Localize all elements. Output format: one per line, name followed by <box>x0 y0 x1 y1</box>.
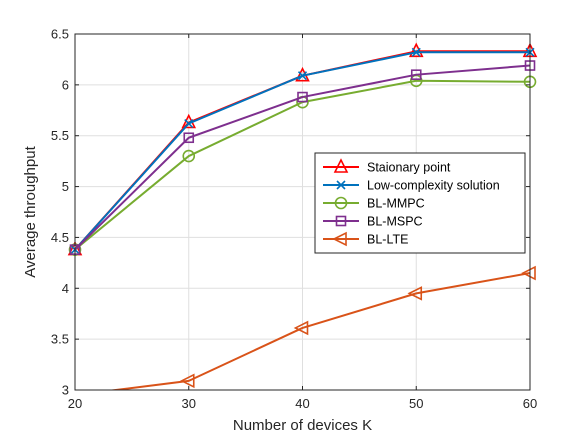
legend-marker <box>334 196 348 210</box>
x-axis-label: Number of devices K <box>233 417 372 434</box>
y-tick-label: 3.5 <box>51 332 69 347</box>
data-point <box>179 373 195 389</box>
legend-label: BL-LTE <box>367 233 408 247</box>
data-point <box>297 91 308 103</box>
legend-item: Low-complexity solution <box>323 179 500 193</box>
x-tick-label: 40 <box>295 396 309 411</box>
legend: Staionary point Low-complexity solution BL… <box>314 152 526 254</box>
axis-ticks: 20 30 40 50 60 3 3.5 4 4.5 5 5.5 6 6.5 <box>51 27 537 412</box>
y-tick-label: 5.5 <box>51 128 69 143</box>
y-tick-label: 5 <box>62 179 69 194</box>
legend-marker <box>336 180 346 190</box>
data-point <box>410 69 422 80</box>
legend-marker <box>333 158 349 173</box>
legend-item: BL-MMPC <box>323 197 425 211</box>
data-point <box>183 132 195 144</box>
legend-item: BL-LTE <box>323 231 408 247</box>
x-tick-label: 20 <box>68 396 82 411</box>
y-tick-label: 4 <box>62 281 69 296</box>
legend-item: BL-MSPC <box>323 215 423 229</box>
legend-item: Staionary point <box>323 158 451 175</box>
legend-marker <box>335 215 347 227</box>
y-axis-label: Average throughput <box>22 145 39 277</box>
legend-marker <box>332 231 347 247</box>
series-low-complexity-solution <box>70 47 535 255</box>
series-line <box>74 64 531 251</box>
series-bl-lte <box>107 265 536 390</box>
y-tick-label: 6.5 <box>51 27 69 42</box>
series-line <box>107 272 531 390</box>
x-tick-label: 50 <box>409 396 423 411</box>
data-point <box>184 118 194 129</box>
data-point <box>182 149 196 163</box>
legend-label: BL-MSPC <box>367 215 423 229</box>
data-point <box>407 286 423 301</box>
x-tick-label: 30 <box>182 396 196 411</box>
data-point <box>411 47 421 57</box>
data-point <box>521 265 536 281</box>
legend-label: Staionary point <box>367 161 451 175</box>
data-point <box>297 71 308 81</box>
y-tick-label: 4.5 <box>51 230 69 245</box>
data-point <box>293 320 309 336</box>
legend-label: Low-complexity solution <box>367 179 500 193</box>
x-tick-label: 60 <box>523 396 537 411</box>
y-tick-label: 3 <box>62 383 69 398</box>
y-tick-label: 6 <box>62 77 69 92</box>
legend-label: BL-MMPC <box>367 197 425 211</box>
